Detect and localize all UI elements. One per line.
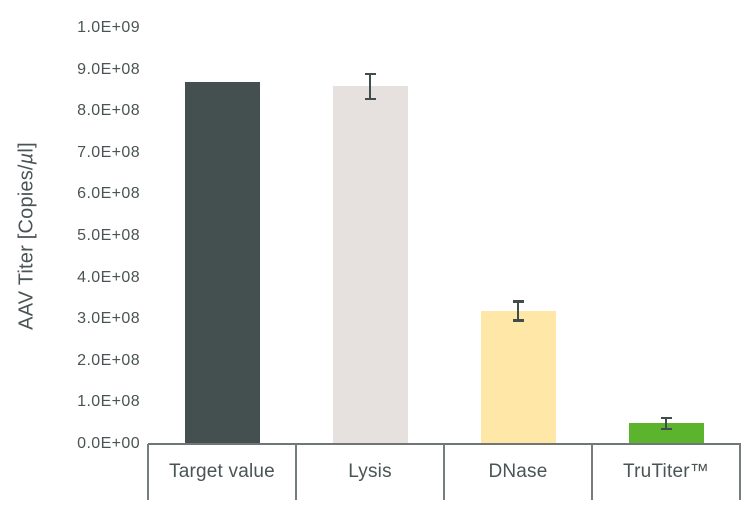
bar-lysis <box>332 86 408 444</box>
bar-trutiter <box>628 423 704 444</box>
error-bar-line <box>665 417 667 429</box>
x-axis-tick-separator <box>443 444 445 500</box>
y-tick-label: 1.0E+08 <box>77 393 140 411</box>
error-bar-cap-bottom <box>364 97 376 101</box>
x-category-label: Target value <box>169 461 275 482</box>
y-tick-label: 1.0E+09 <box>77 19 140 36</box>
x-axis-tick-separator <box>147 444 149 500</box>
y-axis-title: AAV Titer [Copies/µl] <box>16 142 39 330</box>
y-axis-title-suffix: l] <box>15 142 38 153</box>
error-bar-cap-top <box>512 300 524 303</box>
x-axis-tick-separator <box>739 444 741 500</box>
y-tick-label: 4.0E+08 <box>77 268 140 286</box>
error-bar-cap-top <box>364 72 376 76</box>
y-tick-label: 0.0E+00 <box>77 435 140 452</box>
x-category-label: DNase <box>488 461 548 482</box>
error-bar-line <box>517 301 519 321</box>
y-tick-label: 8.0E+08 <box>77 102 140 120</box>
error-bar-cap-bottom <box>512 319 524 322</box>
x-axis-tick-separator <box>295 444 297 500</box>
y-tick-label: 3.0E+08 <box>77 310 140 328</box>
x-category-label: Lysis <box>348 461 392 482</box>
error-bar-cap-bottom <box>660 427 672 431</box>
bar-dnase <box>480 310 556 444</box>
y-tick-label: 5.0E+08 <box>77 227 140 244</box>
y-tick-label: 7.0E+08 <box>77 143 140 161</box>
x-axis-tick-separator <box>591 444 593 500</box>
error-bar-cap-top <box>660 416 672 420</box>
x-axis-line <box>148 442 741 445</box>
y-tick-label: 9.0E+08 <box>77 60 140 78</box>
y-axis-title-prefix: AAV Titer [Copies/ <box>15 164 38 330</box>
error-bar-line <box>369 73 371 99</box>
y-tick-label: 6.0E+08 <box>77 185 140 203</box>
bar-target-value <box>184 82 260 444</box>
y-axis-title-mu: µ <box>15 152 38 165</box>
x-category-label: TruTiter™ <box>623 461 709 482</box>
y-tick-label: 2.0E+08 <box>77 351 140 369</box>
